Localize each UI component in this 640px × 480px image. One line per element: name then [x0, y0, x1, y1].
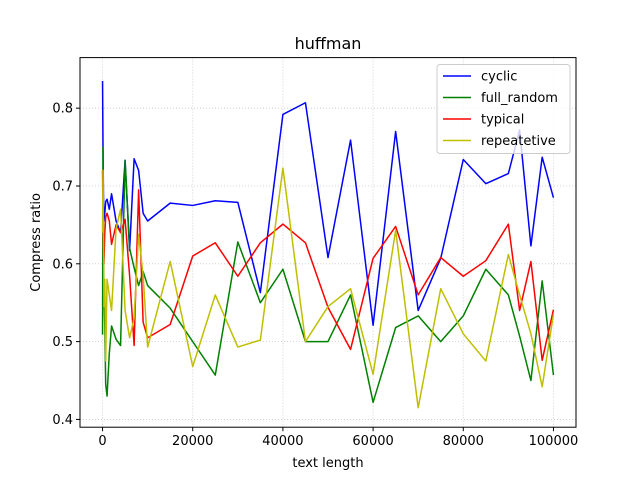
series-lines — [101, 80, 555, 409]
x-tick-label: 20000 — [172, 434, 213, 449]
plot-frame — [79, 57, 577, 428]
legend-label-full_random: full_random — [481, 91, 558, 106]
y-tick-label: 0.6 — [52, 257, 73, 272]
axis-ticks: 0 20000 40000 60000 80000 100000 0.4 0.5 0.6 0.7 0… — [52, 102, 578, 450]
series-line-cyclic — [101, 80, 555, 327]
y-tick-label: 0.7 — [52, 179, 73, 194]
x-tick-label: 100000 — [529, 434, 579, 449]
y-tick-label: 0.5 — [52, 335, 73, 350]
series-line-repeatetive — [101, 167, 555, 409]
y-tick-label: 0.8 — [52, 102, 73, 117]
y-axis-label: Compress ratio — [29, 193, 44, 292]
chart-title: huffman — [295, 34, 362, 53]
legend-box — [436, 64, 571, 154]
series-line-full_random — [101, 146, 555, 404]
legend-label-repeatetive: repeatetive — [481, 134, 556, 149]
y-tick-label: 0.4 — [52, 413, 73, 428]
x-axis-label: text length — [292, 456, 363, 471]
x-tick-label: 60000 — [352, 434, 393, 449]
series-line-typical — [101, 170, 555, 362]
legend-label-cyclic: cyclic — [481, 70, 517, 85]
x-tick-label: 40000 — [262, 434, 303, 449]
x-tick-label: 80000 — [443, 434, 484, 449]
x-tick-label: 0 — [98, 434, 106, 449]
legend-label-typical: typical — [481, 113, 524, 128]
